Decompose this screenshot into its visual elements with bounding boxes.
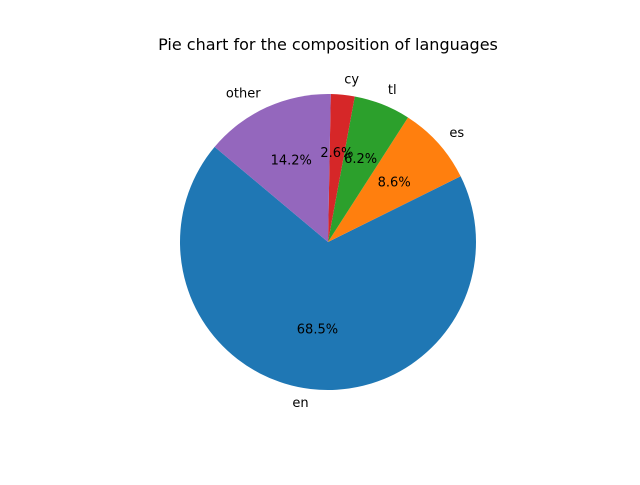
slice-label-other: other (226, 86, 261, 101)
slice-percent-tl: 6.2% (344, 152, 377, 167)
pie-slice-en (180, 146, 477, 390)
slice-label-cy: cy (344, 73, 359, 88)
pie-slice-es (328, 117, 461, 242)
slice-label-es: es (449, 126, 464, 141)
pie-slices (180, 94, 477, 390)
slice-label-en: en (292, 396, 308, 411)
pie-slice-cy (328, 94, 355, 242)
slice-percent-other: 14.2% (271, 154, 312, 169)
pie-labels: en 68.5% es 8.6% tl 6.2% cy 2.6% other 14.2% (226, 73, 464, 412)
slice-percent-en: 68.5% (297, 323, 338, 338)
slice-percent-cy: 2.6% (320, 146, 353, 161)
chart-title: Pie chart for the composition of languag… (158, 35, 498, 54)
pie-slice-other (214, 94, 331, 243)
pie-slice-tl (328, 96, 408, 243)
slice-label-tl: tl (388, 83, 397, 98)
slice-percent-es: 8.6% (378, 175, 411, 190)
